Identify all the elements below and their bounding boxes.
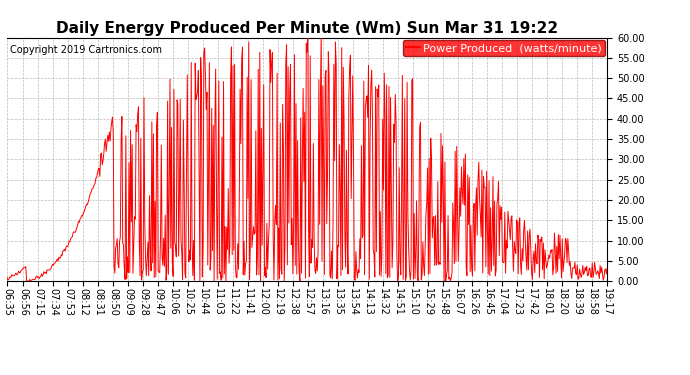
Title: Daily Energy Produced Per Minute (Wm) Sun Mar 31 19:22: Daily Energy Produced Per Minute (Wm) Su… <box>56 21 558 36</box>
Legend: Power Produced  (watts/minute): Power Produced (watts/minute) <box>403 40 605 56</box>
Text: Copyright 2019 Cartronics.com: Copyright 2019 Cartronics.com <box>10 45 162 55</box>
